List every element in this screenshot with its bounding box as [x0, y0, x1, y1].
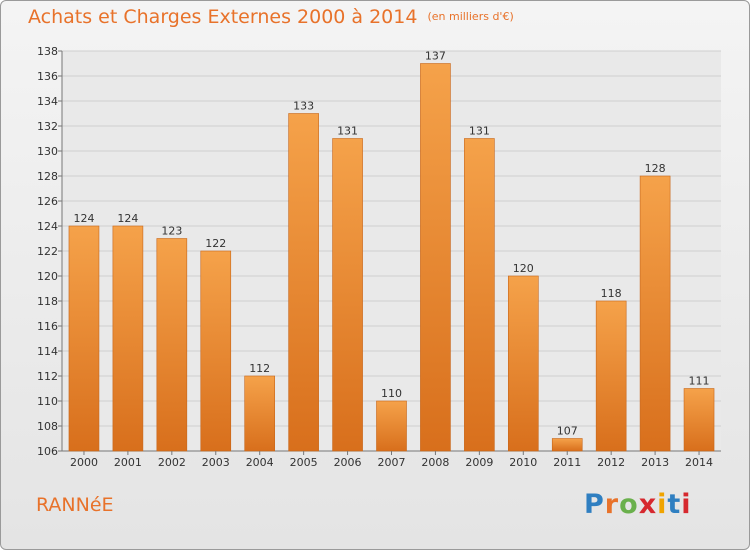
y-tick-label: 128	[37, 170, 58, 183]
bar	[244, 375, 275, 452]
x-tick-label: 2000	[70, 456, 98, 469]
x-tick-label: 2007	[378, 456, 406, 469]
x-tick-label: 2006	[334, 456, 362, 469]
bar-value-label: 131	[469, 125, 490, 138]
logo-letter: x	[638, 489, 658, 520]
x-tick-label: 2001	[114, 456, 142, 469]
y-tick-label: 124	[37, 220, 58, 233]
x-tick-label: 2014	[685, 456, 713, 469]
y-tick-label: 108	[37, 420, 58, 433]
bar	[376, 400, 407, 452]
bar-value-label: 133	[293, 100, 314, 113]
y-tick-label: 138	[37, 45, 58, 58]
x-tick-label: 2011	[553, 456, 581, 469]
bar-value-label: 128	[645, 162, 666, 175]
y-tick-label: 130	[37, 145, 58, 158]
y-tick-label: 122	[37, 245, 58, 258]
chart-title: Achats et Charges Externes 2000 à 2014 (e…	[28, 6, 514, 28]
bar-value-label: 124	[73, 212, 94, 225]
bar	[683, 388, 715, 452]
bar-value-label: 107	[557, 425, 578, 438]
x-tick-label: 2008	[421, 456, 449, 469]
bar	[68, 225, 100, 452]
x-tick-label: 2002	[158, 456, 186, 469]
bar	[464, 138, 495, 452]
x-tick-label: 2005	[290, 456, 318, 469]
bar-value-label: 112	[249, 362, 270, 375]
y-tick-label: 136	[37, 70, 58, 83]
y-tick-label: 134	[37, 95, 58, 108]
commune-name: RANNéE	[36, 494, 114, 516]
bar-value-label: 118	[601, 287, 622, 300]
bar-value-label: 110	[381, 387, 402, 400]
bar	[156, 238, 188, 452]
x-tick-label: 2010	[509, 456, 537, 469]
logo-letter: o	[619, 489, 639, 520]
logo-letter: i	[657, 489, 668, 520]
y-tick-label: 118	[37, 295, 58, 308]
y-tick-label: 106	[37, 445, 58, 458]
bar-value-label: 123	[161, 225, 182, 238]
y-tick-label: 110	[37, 395, 58, 408]
logo-letter: i	[681, 489, 692, 520]
logo-letter: r	[604, 489, 620, 520]
logo-letter: t	[667, 489, 682, 520]
y-tick-label: 116	[37, 320, 58, 333]
bar-value-label: 122	[205, 237, 226, 250]
x-tick-label: 2003	[202, 456, 230, 469]
chart-unit: (en milliers d'€)	[427, 10, 514, 23]
y-tick-label: 112	[37, 370, 58, 383]
bar-value-label: 111	[689, 375, 710, 388]
y-tick-label: 120	[37, 270, 58, 283]
title-text: Achats et Charges Externes 2000 à 2014	[28, 6, 418, 28]
bar	[288, 113, 319, 452]
logo-letter: P	[584, 489, 605, 520]
bar-value-label: 120	[513, 262, 534, 275]
y-tick-label: 114	[37, 345, 58, 358]
x-tick-label: 2009	[465, 456, 493, 469]
x-tick-label: 2013	[641, 456, 669, 469]
bar	[332, 138, 363, 452]
bar	[551, 438, 583, 452]
x-tick-label: 2012	[597, 456, 625, 469]
x-tick-label: 2004	[246, 456, 274, 469]
bar	[200, 250, 232, 452]
proxiti-logo: Proxiti	[584, 489, 692, 520]
bar-value-label: 131	[337, 125, 358, 138]
bar	[420, 63, 451, 452]
bar-value-label: 137	[425, 50, 446, 63]
bar	[639, 175, 671, 452]
bar	[595, 300, 627, 452]
bar-value-label: 124	[117, 212, 138, 225]
bar	[112, 225, 144, 452]
bar	[507, 275, 539, 452]
y-tick-label: 132	[37, 120, 58, 133]
y-tick-label: 126	[37, 195, 58, 208]
